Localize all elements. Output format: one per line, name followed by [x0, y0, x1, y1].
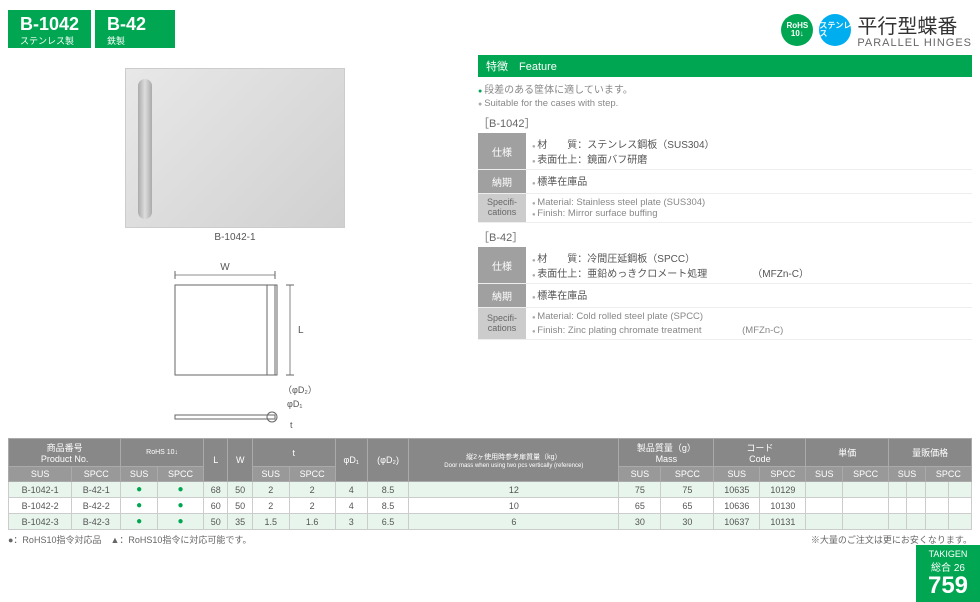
title-jp: 平行型蝶番 — [857, 10, 972, 39]
tab-b42: B-42 鉄製 — [95, 10, 175, 48]
top-right: RoHS10↓ ステンレス 平行型蝶番 PARALLEL HINGES — [478, 10, 972, 49]
title-block: 平行型蝶番 PARALLEL HINGES — [857, 10, 972, 49]
svg-text:t: t — [290, 420, 293, 430]
svg-text:W: W — [220, 262, 230, 273]
feature-jp: 段差のある筐体に適しています。 — [478, 81, 972, 96]
header-tabs: B-1042 ステンレス製 B-42 鉄製 — [8, 10, 462, 48]
title-en: PARALLEL HINGES — [857, 37, 972, 49]
tab-sub: ステンレス製 — [20, 36, 79, 47]
dimension-diagram: W L （φD₂） φD₁ t — [135, 255, 335, 435]
feature-en: Suitable for the cases with step. — [478, 98, 972, 109]
tab-code: B-42 — [107, 14, 163, 36]
tab-sub: 鉄製 — [107, 36, 163, 47]
table-row: B-1042-1B-42-1●●68502248.512757510635101… — [9, 482, 972, 498]
footnote-left: ●：RoHS10指令対応品 ▲：RoHS10指令に対応可能です。 — [8, 533, 251, 546]
feature-bar: 特徴 Feature — [478, 55, 972, 77]
page-number: TAKIGEN 総合 26 759 — [916, 545, 980, 602]
svg-text:（φD₂）: （φD₂） — [283, 385, 317, 395]
tab-b1042: B-1042 ステンレス製 — [8, 10, 91, 48]
svg-text:φD₁: φD₁ — [287, 399, 302, 409]
image-caption: B-1042-1 — [8, 232, 462, 243]
spec-table: 商品番号Product No. RoHS 10↓ L W t φD₁ (φD₂)… — [0, 438, 980, 546]
table-row: B-1042-2B-42-2●●60502248.510656510636101… — [9, 498, 972, 514]
svg-text:L: L — [298, 325, 304, 336]
table-row: B-1042-3B-42-3●●50351.51.636.56303010637… — [9, 514, 972, 530]
tab-code: B-1042 — [20, 14, 79, 36]
rohs-badge: RoHS10↓ — [781, 14, 813, 46]
product-image — [125, 68, 345, 228]
sus-badge: ステンレス — [819, 14, 851, 46]
